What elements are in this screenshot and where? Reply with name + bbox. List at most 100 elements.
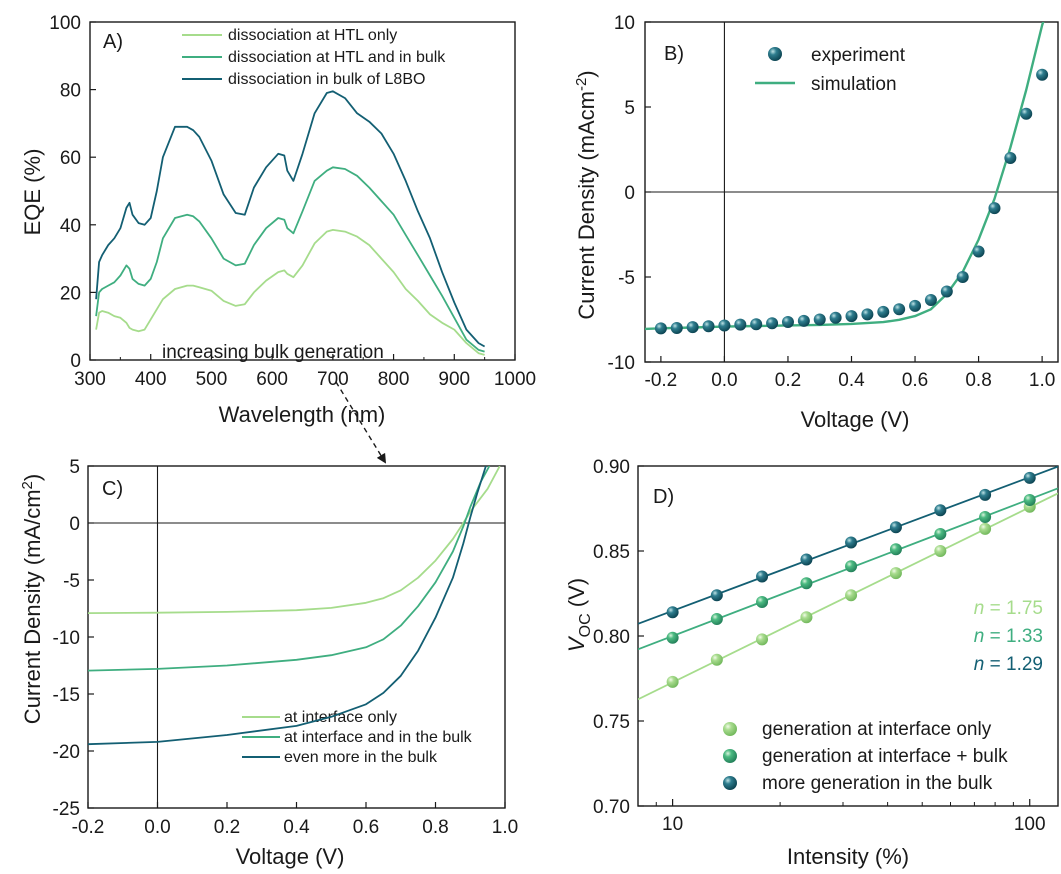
- panel-d-point-series-1: [711, 654, 723, 666]
- panel-d-point-series-1: [756, 633, 768, 645]
- panel-d-ylabel: VOC (V): [564, 578, 594, 652]
- panel-a-xlabel: Wavelength (nm): [219, 402, 386, 427]
- panel-a-ytick-label: 80: [60, 81, 81, 102]
- panel-c-series-line-2: [88, 466, 489, 671]
- panel-b-experiment-point: [941, 285, 953, 297]
- panel-b-ytick-label: 10: [614, 13, 635, 34]
- panel-b-experiment-point: [846, 310, 858, 322]
- panel-a-ytick-label: 60: [60, 148, 81, 169]
- panel-a-series-line-3: [96, 91, 485, 346]
- panel-b-experiment-point: [814, 314, 826, 326]
- panel-d-n-symbol-3: n: [974, 654, 985, 675]
- panel-c-xtick-label: -0.2: [72, 817, 105, 838]
- panel-d-point-series-3: [756, 571, 768, 583]
- panel-b-xtick-label: 0.8: [965, 370, 991, 391]
- panel-d-xtick-label: 100: [1014, 814, 1046, 835]
- panel-d-point-series-3: [890, 521, 902, 533]
- panel-c-ytick-label: -5: [63, 571, 80, 592]
- panel-b-jv-chart: B) Voltage (V) Current Density (mAcm-2) …: [573, 5, 1058, 432]
- panel-a-legend-label-2: dissociation at HTL and in bulk: [228, 49, 446, 66]
- panel-a-xtick-label: 700: [317, 369, 349, 390]
- panel-a-xtick-label: 600: [256, 369, 288, 390]
- panel-b-xlabel: Voltage (V): [801, 407, 910, 432]
- panel-b-experiment-point: [734, 319, 746, 331]
- panel-b-experiment-point: [877, 306, 889, 318]
- panel-d-n-symbol-2: n: [974, 626, 985, 647]
- panel-b-experiment-point: [861, 308, 873, 320]
- panel-d-point-series-3: [711, 589, 723, 601]
- panel-d-point-series-1: [934, 545, 946, 557]
- panel-b-experiment-point: [1004, 152, 1016, 164]
- panel-d-n-symbol-1: n: [974, 598, 985, 619]
- panel-a-xtick-label: 300: [74, 369, 106, 390]
- panel-d-point-series-2: [934, 528, 946, 540]
- panel-b-label: B): [664, 43, 684, 65]
- panel-a-xtick-label: 900: [438, 369, 470, 390]
- panel-b-experiment-point: [1020, 108, 1032, 120]
- panel-b-experiment-point: [687, 321, 699, 333]
- panel-d-point-series-2: [1024, 494, 1036, 506]
- panel-d-ytick-label: 0.80: [593, 627, 630, 648]
- panel-c-series-line-1: [88, 466, 500, 613]
- panel-d-xtick-label: 10: [662, 814, 683, 835]
- panel-b-experiment-point: [718, 319, 730, 331]
- panel-d-point-series-2: [845, 560, 857, 572]
- panel-b-ytick-label: -5: [618, 268, 635, 289]
- panel-a-xtick-label: 500: [196, 369, 228, 390]
- panel-b-experiment-point: [973, 246, 985, 258]
- panel-b-xtick-label: 1.0: [1029, 370, 1055, 391]
- panel-c-xlabel: Voltage (V): [236, 844, 345, 869]
- panel-d-point-series-2: [711, 613, 723, 625]
- panel-d-voc-chart: D) Intensity (%) VOC (V) 10 1000.700.750.…: [564, 457, 1058, 869]
- panel-d-legend-label-1: generation at interface only: [762, 719, 992, 740]
- panel-d-legend-marker-2: [723, 749, 737, 763]
- panel-c-xtick-label: 0.8: [422, 817, 448, 838]
- panel-d-label: D): [653, 486, 674, 508]
- panel-c-legend-label-2: at interface and in the bulk: [284, 729, 473, 746]
- panel-c-legend-label-1: at interface only: [284, 709, 397, 726]
- panel-c-ylabel: Current Density (mA/cm2): [19, 474, 45, 724]
- panel-d-point-series-3: [979, 489, 991, 501]
- panel-b-xtick-label: 0.6: [902, 370, 928, 391]
- panel-a-xtick-label: 1000: [494, 369, 536, 390]
- panel-c-xtick-label: 0.6: [353, 817, 379, 838]
- panel-d-legend-marker-1: [723, 722, 737, 736]
- panel-d-point-series-1: [667, 676, 679, 688]
- panel-b-experiment-point: [798, 315, 810, 327]
- panel-c-ytick-label: -25: [53, 799, 80, 820]
- panel-b-experiment-point: [925, 294, 937, 306]
- panel-d-point-series-1: [979, 523, 991, 535]
- panel-d-ytick-label: 0.75: [593, 712, 630, 733]
- panel-c-ytick-label: -10: [53, 628, 80, 649]
- panel-a-eqe-chart: A) Wavelength (nm) EQE (%) 300 400 500 600 7…: [20, 13, 536, 427]
- panel-b-experiment-point: [671, 322, 683, 334]
- panel-b-experiment-point: [988, 202, 1000, 214]
- panel-b-experiment-point: [750, 318, 762, 330]
- panel-b-xtick-label: 0.4: [838, 370, 865, 391]
- panel-d-point-series-2: [756, 596, 768, 608]
- panel-d-n-value-2: = 1.33: [984, 626, 1043, 647]
- panel-b-experiment-point: [830, 312, 842, 324]
- panel-c-ytick-label: 0: [69, 514, 80, 535]
- panel-a-series-line-2: [96, 167, 485, 351]
- panel-c-xtick-label: 0.4: [283, 817, 310, 838]
- panel-d-n-label-2: n = 1.33: [974, 626, 1043, 647]
- panel-c-ytick-label: 5: [69, 457, 80, 478]
- panel-d-point-series-3: [845, 537, 857, 549]
- panel-d-n-value-1: = 1.75: [984, 598, 1043, 619]
- panel-d-ytick-label: 0.90: [593, 457, 630, 478]
- panel-a-series-line-1: [96, 230, 485, 355]
- panel-b-legend-marker-experiment: [768, 47, 782, 61]
- panel-a-legend-label-1: dissociation at HTL only: [228, 27, 397, 44]
- panel-b-ytick-label: 5: [624, 98, 635, 119]
- panel-d-n-label-3: n = 1.29: [974, 654, 1043, 675]
- panel-b-experiment-point: [893, 303, 905, 315]
- panel-c-xtick-label: 0.0: [144, 817, 170, 838]
- panel-c-series-line-3: [88, 466, 486, 744]
- panel-b-xtick-label: 0.2: [775, 370, 801, 391]
- panel-d-point-series-3: [934, 504, 946, 516]
- panel-a-ytick-label: 100: [49, 13, 81, 34]
- panel-a-label: A): [103, 31, 123, 53]
- panel-b-legend-label-experiment: experiment: [811, 45, 906, 66]
- panel-d-point-series-3: [800, 554, 812, 566]
